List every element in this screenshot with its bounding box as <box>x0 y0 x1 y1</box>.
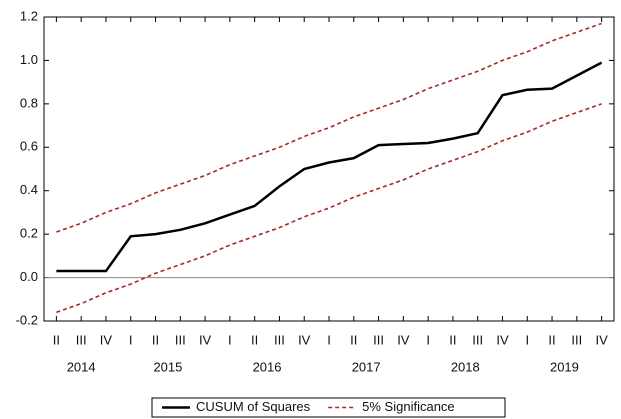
y-tick-label: 0.2 <box>20 226 38 241</box>
legend-label: CUSUM of Squares <box>196 399 311 414</box>
x-tick-label: II <box>350 332 357 347</box>
series-line <box>56 61 603 273</box>
y-tick-label: 0.0 <box>20 269 38 284</box>
x-tick-label: III <box>175 332 186 347</box>
x-tick-label: IV <box>595 332 608 347</box>
x-tick-label: I <box>228 332 232 347</box>
x-tick-label: I <box>525 332 529 347</box>
x-tick-label: II <box>53 332 60 347</box>
x-tick-label: II <box>251 332 258 347</box>
plot-frame <box>43 16 615 322</box>
x-tick-label: IV <box>100 332 113 347</box>
x-tick-label: II <box>152 332 159 347</box>
x-tick-label: III <box>472 332 483 347</box>
x-tick-label: III <box>76 332 87 347</box>
x-group-label: 2014 <box>67 359 96 374</box>
x-tick-label: III <box>373 332 384 347</box>
x-tick-label: II <box>449 332 456 347</box>
y-tick-label: -0.2 <box>16 312 38 327</box>
y-tick-label: 1.2 <box>20 8 38 23</box>
y-tick-label: 0.6 <box>20 139 38 154</box>
x-group-label: 2015 <box>153 359 182 374</box>
series-lower-line <box>56 103 602 314</box>
y-tick-label: 0.8 <box>20 95 38 110</box>
x-tick-label: I <box>129 332 133 347</box>
series-line <box>56 22 602 233</box>
x-tick-label: I <box>327 332 331 347</box>
x-tick-label: III <box>274 332 285 347</box>
legend-label: 5% Significance <box>362 399 455 414</box>
x-tick-label: II <box>548 332 555 347</box>
y-tick-label: 1.0 <box>20 52 38 67</box>
x-tick-label: IV <box>397 332 410 347</box>
x-tick-label: IV <box>496 332 509 347</box>
x-group-label: 2018 <box>451 359 480 374</box>
x-tick-label: IV <box>199 332 212 347</box>
y-tick-label: 0.4 <box>20 182 38 197</box>
x-tick-label: I <box>426 332 430 347</box>
x-group-label: 2017 <box>352 359 381 374</box>
x-group-label: 2016 <box>253 359 282 374</box>
x-tick-label: III <box>571 332 582 347</box>
x-group-label: 2019 <box>550 359 579 374</box>
x-tick-label: IV <box>298 332 311 347</box>
